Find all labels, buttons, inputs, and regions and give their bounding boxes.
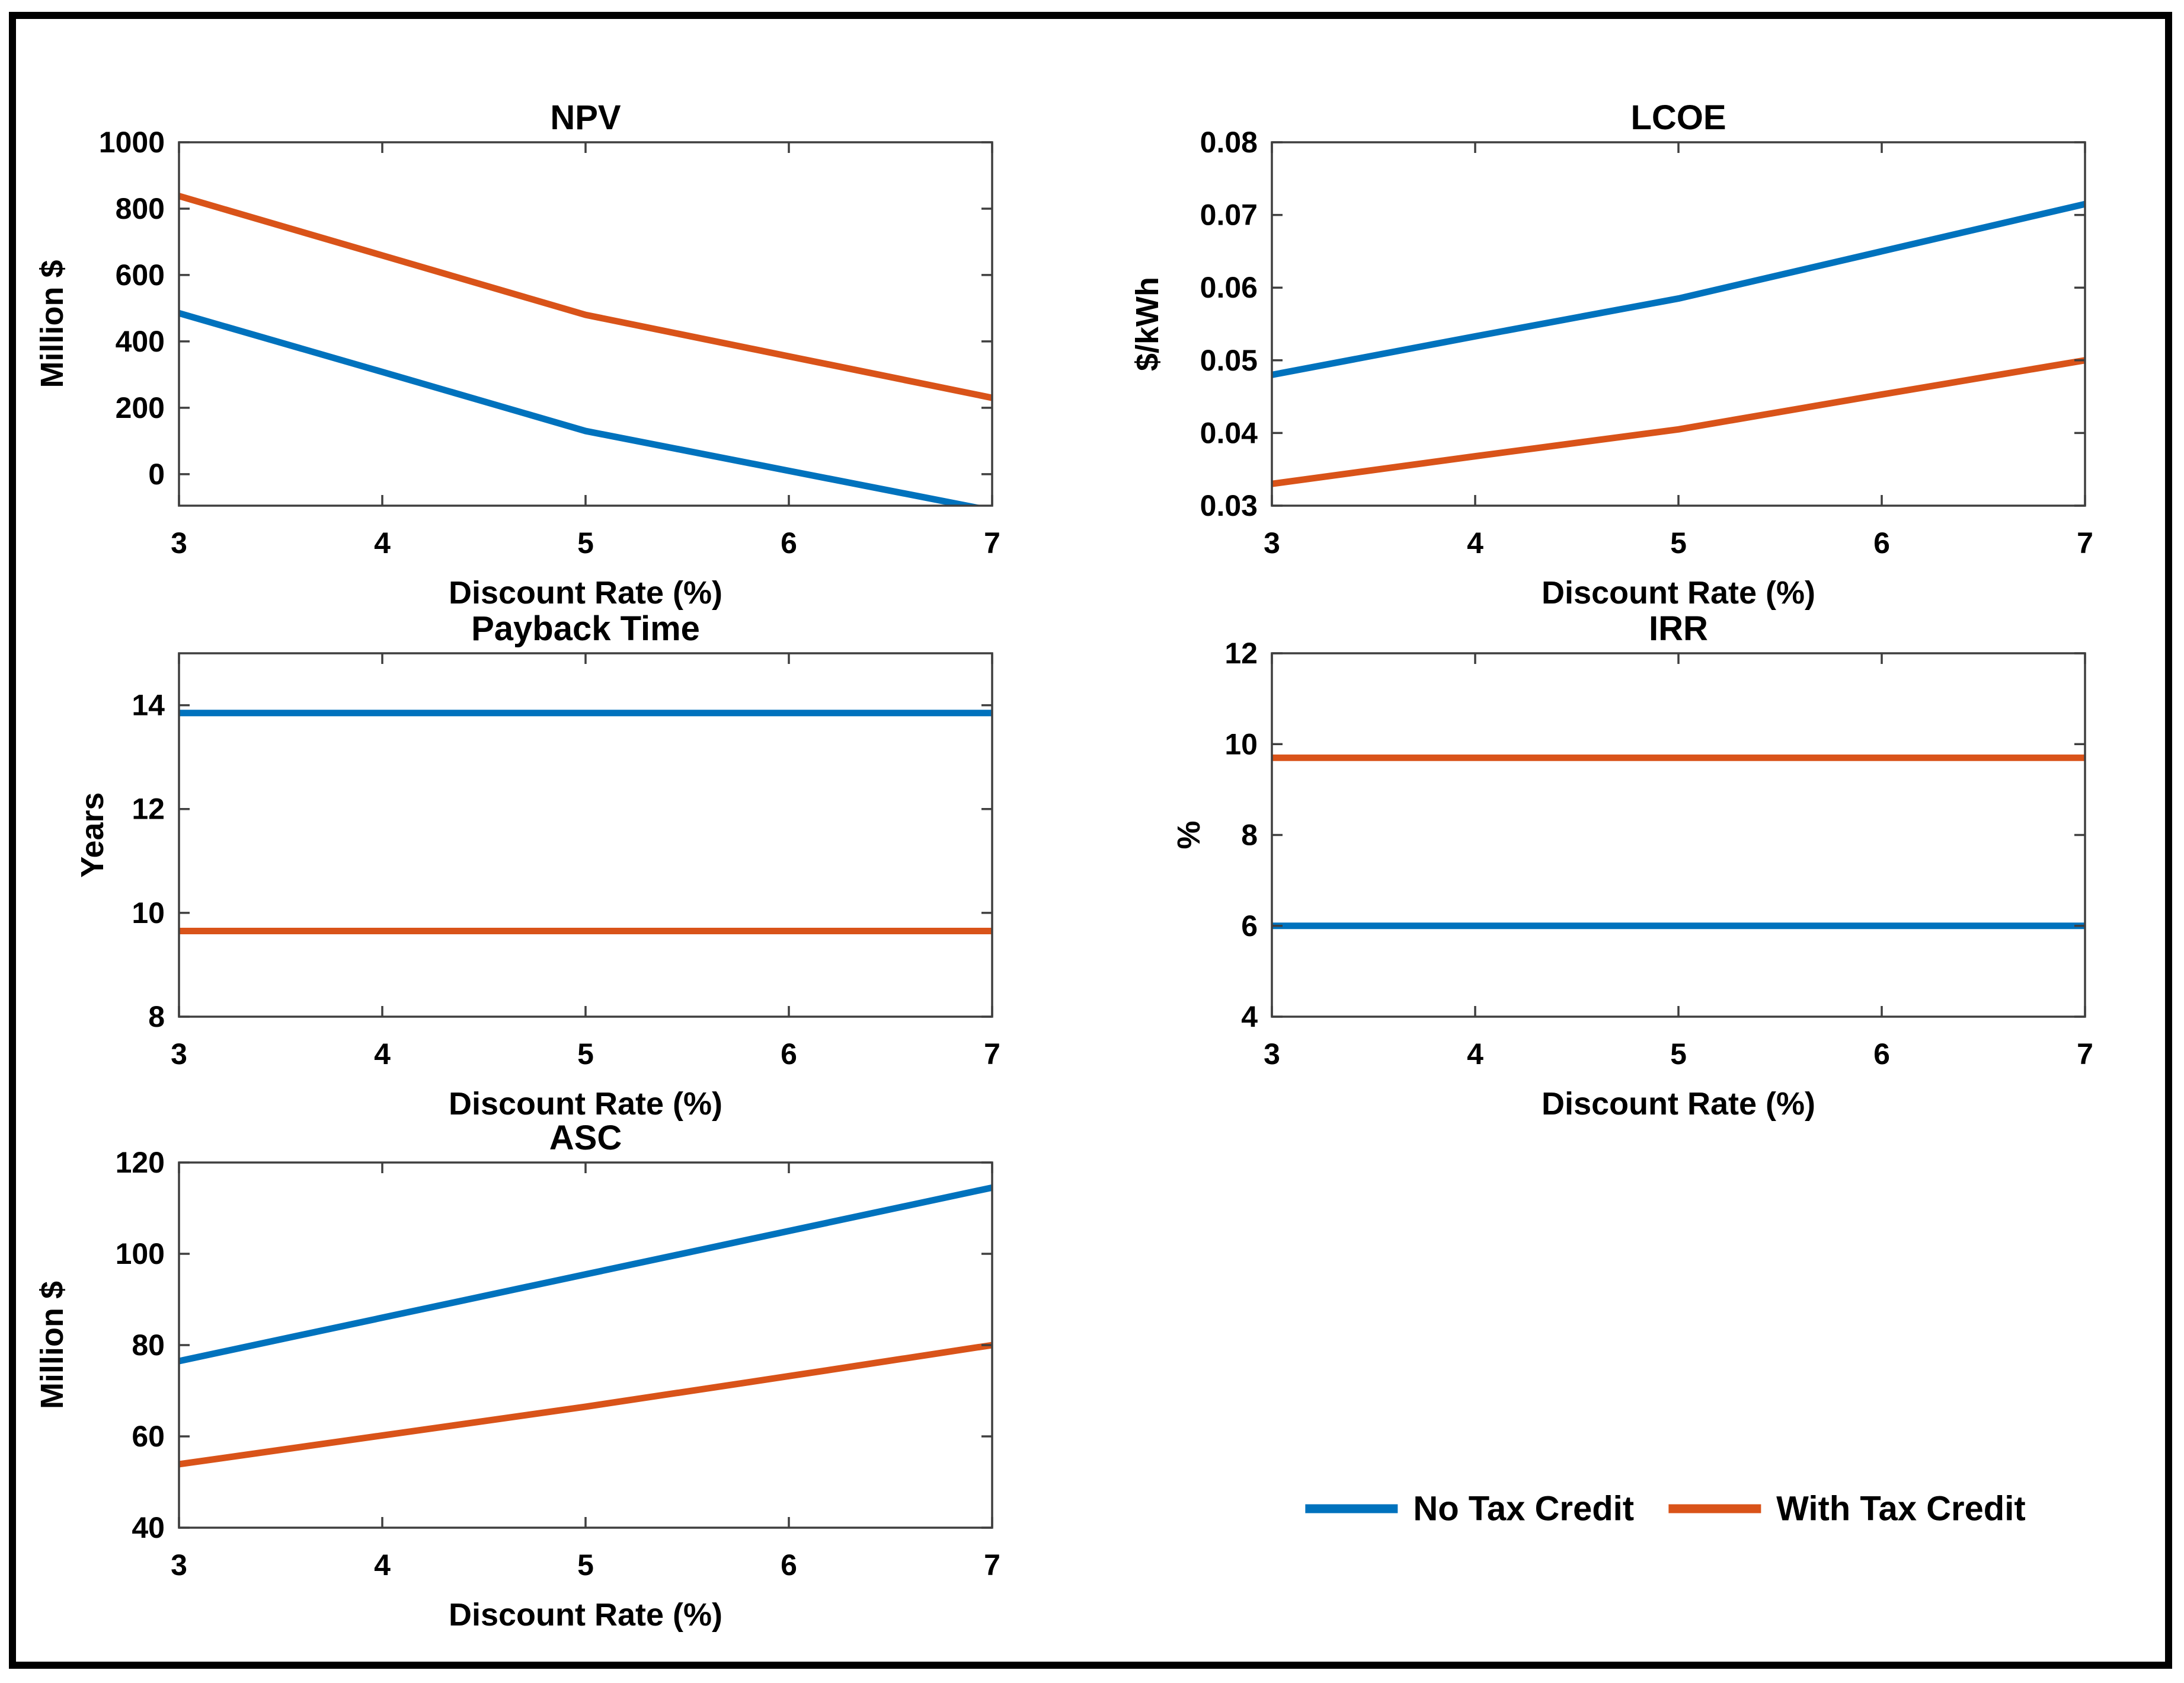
y-tick-label: 0.08 bbox=[1200, 126, 1258, 159]
legend-item-with-tax-credit: With Tax Credit bbox=[1668, 1489, 2026, 1529]
subplot-title: LCOE bbox=[1630, 98, 1726, 137]
x-tick-label: 4 bbox=[1467, 526, 1483, 560]
y-tick-label: 6 bbox=[1241, 909, 1258, 943]
subplot-title: IRR bbox=[1649, 609, 1708, 648]
legend-label-with-tax-credit: With Tax Credit bbox=[1776, 1489, 2026, 1528]
x-tick-label: 6 bbox=[781, 526, 797, 560]
x-tick-label: 3 bbox=[171, 1548, 187, 1582]
x-axis-label: Discount Rate (%) bbox=[449, 1597, 722, 1633]
x-tick-label: 5 bbox=[577, 1548, 594, 1582]
y-tick-label: 800 bbox=[116, 192, 165, 225]
legend: No Tax Credit With Tax Credit bbox=[1305, 1489, 2026, 1529]
subplot-asc: 3 4 5 6 7 40 60 80 100 120 ASC Discount Rate (%) Mil… bbox=[34, 1119, 1000, 1633]
x-tick-label: 3 bbox=[171, 526, 187, 560]
y-tick-label: 80 bbox=[132, 1328, 165, 1362]
x-tick-label: 7 bbox=[984, 1548, 1000, 1582]
series-with-tax-credit-line bbox=[179, 193, 992, 401]
y-tick-label: 120 bbox=[116, 1146, 165, 1179]
y-axis-label: Million $ bbox=[34, 260, 70, 388]
x-tick-label: 5 bbox=[1670, 526, 1687, 560]
x-tick-label: 5 bbox=[577, 1037, 594, 1071]
y-tick-label: 0.06 bbox=[1200, 271, 1258, 304]
x-axis-label: Discount Rate (%) bbox=[449, 1086, 722, 1122]
axes-box bbox=[178, 141, 993, 507]
y-tick-label: 8 bbox=[1241, 819, 1258, 852]
y-tick-label: 100 bbox=[116, 1237, 165, 1270]
y-tick-label: 60 bbox=[132, 1420, 165, 1453]
series-no-tax-credit-line bbox=[1272, 200, 2085, 378]
figure-border bbox=[9, 12, 2172, 1669]
legend-line-no-tax-credit-swatch bbox=[1305, 1504, 1398, 1513]
axis-ticks bbox=[1271, 652, 2086, 1018]
x-tick-label: 6 bbox=[781, 1548, 797, 1582]
y-tick-label: 10 bbox=[1224, 727, 1258, 761]
y-tick-label: 4 bbox=[1241, 1000, 1258, 1033]
x-tick-label: 4 bbox=[374, 1037, 391, 1071]
y-tick-label: 0 bbox=[148, 458, 165, 491]
subplot-title: Payback Time bbox=[471, 609, 700, 648]
x-tick-label: 5 bbox=[577, 526, 594, 560]
axis-ticks bbox=[178, 653, 993, 1018]
axes-box bbox=[1271, 652, 2086, 1018]
axes-box bbox=[178, 652, 993, 1018]
x-tick-label: 7 bbox=[2077, 1037, 2093, 1071]
y-tick-label: 14 bbox=[132, 689, 165, 722]
subplot-lcoe: 3 4 5 6 7 0.03 0.04 0.05 0.06 0.07 0.08 LCOE Discoun… bbox=[1130, 98, 2093, 611]
y-axis-label: % bbox=[1171, 820, 1207, 849]
y-tick-label: 0.04 bbox=[1200, 416, 1258, 449]
x-axis-label: Discount Rate (%) bbox=[1542, 575, 1815, 611]
x-axis-label: Discount Rate (%) bbox=[1542, 1086, 1815, 1122]
series-no-tax-credit-line bbox=[179, 310, 984, 506]
series-with-tax-credit-line bbox=[179, 1342, 992, 1468]
y-tick-label: 0.05 bbox=[1200, 344, 1258, 377]
y-tick-label: 8 bbox=[148, 1000, 165, 1033]
axes-box bbox=[1271, 141, 2086, 507]
y-tick-label: 40 bbox=[132, 1511, 165, 1544]
x-tick-label: 3 bbox=[171, 1037, 187, 1071]
y-tick-label: 12 bbox=[1224, 637, 1258, 670]
legend-label-no-tax-credit: No Tax Credit bbox=[1413, 1489, 1635, 1528]
x-tick-label: 4 bbox=[374, 1548, 391, 1582]
x-tick-label: 7 bbox=[984, 1037, 1000, 1071]
axis-ticks bbox=[178, 1161, 993, 1529]
y-tick-label: 1000 bbox=[99, 126, 165, 159]
y-axis-label: Million $ bbox=[34, 1281, 70, 1409]
subplot-npv: 3 4 5 6 7 0 200 400 600 800 1000 NPV Discount Rate (… bbox=[34, 98, 1000, 611]
axis-ticks bbox=[1271, 141, 2086, 507]
legend-item-no-tax-credit: No Tax Credit bbox=[1305, 1489, 1634, 1529]
x-tick-label: 6 bbox=[1873, 526, 1890, 560]
x-tick-label: 6 bbox=[1873, 1037, 1890, 1071]
x-tick-label: 3 bbox=[1264, 1037, 1280, 1071]
series-with-tax-credit-line bbox=[1272, 357, 2085, 487]
subplot-title: NPV bbox=[550, 98, 621, 137]
subplot-title: ASC bbox=[549, 1119, 622, 1157]
y-tick-label: 0.07 bbox=[1200, 199, 1258, 232]
x-tick-label: 6 bbox=[781, 1037, 797, 1071]
x-tick-label: 4 bbox=[1467, 1037, 1483, 1071]
axes-box bbox=[178, 1161, 993, 1529]
y-axis-label: $/kWh bbox=[1130, 277, 1165, 371]
y-tick-label: 400 bbox=[116, 325, 165, 358]
x-tick-label: 7 bbox=[2077, 526, 2093, 560]
x-tick-label: 5 bbox=[1670, 1037, 1687, 1071]
x-axis-label: Discount Rate (%) bbox=[449, 575, 722, 611]
y-tick-label: 200 bbox=[116, 391, 165, 424]
legend-line-with-tax-credit-swatch bbox=[1668, 1504, 1761, 1513]
y-tick-label: 0.03 bbox=[1200, 489, 1258, 522]
x-tick-label: 3 bbox=[1264, 526, 1280, 560]
y-tick-label: 12 bbox=[132, 793, 165, 826]
x-tick-label: 4 bbox=[374, 526, 391, 560]
y-tick-label: 10 bbox=[132, 896, 165, 930]
axis-ticks bbox=[178, 141, 993, 506]
subplot-payback-time: 3 4 5 6 7 8 10 12 14 Payback Time Discount Rate (%… bbox=[75, 609, 1000, 1122]
series-no-tax-credit-line bbox=[179, 1184, 992, 1365]
x-tick-label: 7 bbox=[984, 526, 1000, 560]
y-axis-label: Years bbox=[75, 792, 110, 877]
y-tick-label: 600 bbox=[116, 258, 165, 292]
